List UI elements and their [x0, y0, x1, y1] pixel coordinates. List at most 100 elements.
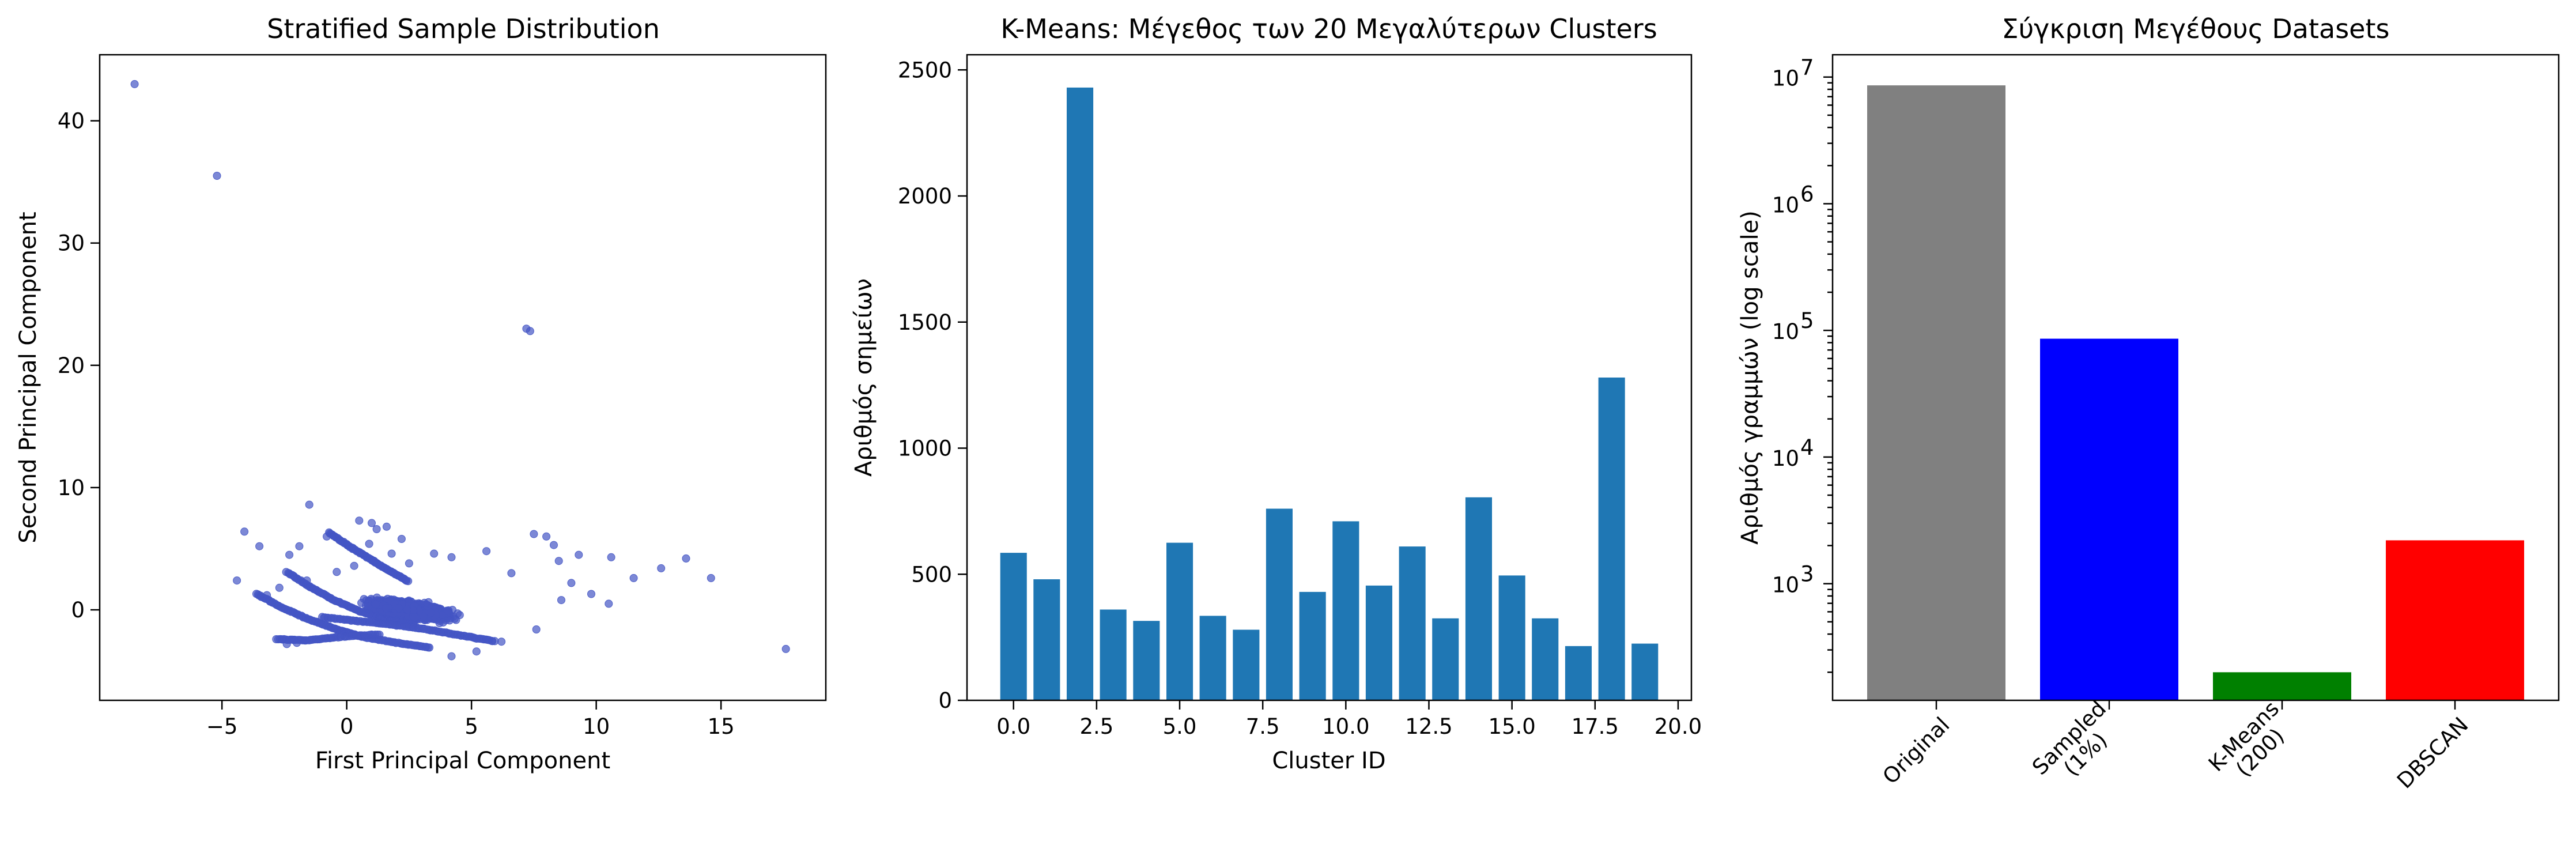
kmeans-bar	[1432, 618, 1459, 700]
dataset-size-y-axis-label: Αριθμός γραμμών (log scale)	[1737, 210, 1763, 545]
kmeans-bar	[1033, 579, 1060, 700]
scatter-point	[285, 550, 294, 559]
dataset-size-y-tick-label: 10	[1772, 319, 1799, 344]
scatter-point	[497, 637, 506, 646]
scatter-point	[405, 559, 413, 568]
scatter-point	[372, 525, 381, 533]
kmeans-bar	[1498, 575, 1525, 700]
scatter-y-tick-label: 30	[58, 231, 85, 256]
dataset-size-bar	[2040, 338, 2178, 700]
dataset-size-bar	[1867, 85, 2005, 701]
scatter-x-tick-label: 15	[708, 714, 735, 739]
dataset-size-plot-area	[1867, 85, 2524, 701]
scatter-point	[507, 569, 516, 578]
scatter-point	[240, 527, 249, 536]
dataset-size-y-tick-exponent: 7	[1800, 55, 1814, 80]
scatter-point	[542, 532, 551, 541]
scatter-point	[395, 603, 403, 612]
kmeans-bar	[1166, 542, 1193, 700]
kmeans-bar	[1332, 521, 1359, 700]
kmeans-bar	[1532, 618, 1559, 700]
scatter-x-axis-label: First Principal Component	[315, 748, 610, 774]
dataset-size-title: Σύγκριση Μεγέθους Datasets	[2002, 13, 2390, 44]
scatter-x-tick-label: 0	[340, 714, 354, 739]
scatter-point	[382, 603, 390, 612]
kmeans-x-tick-label: 20.0	[1655, 714, 1702, 739]
scatter-point	[557, 596, 565, 605]
scatter-point	[387, 549, 396, 558]
scatter-title: Stratified Sample Distribution	[267, 13, 660, 44]
dataset-size-y-tick-exponent: 3	[1800, 562, 1814, 587]
kmeans-bar	[1067, 87, 1094, 700]
scatter-point	[365, 540, 373, 548]
kmeans-x-tick-label: 5.0	[1163, 714, 1197, 739]
scatter-x-tick-label: −5	[206, 714, 238, 739]
scatter-point	[293, 639, 301, 647]
dataset-size-bar	[2386, 540, 2524, 700]
scatter-point	[213, 172, 221, 180]
kmeans-bar	[1465, 497, 1492, 700]
scatter-point	[404, 577, 413, 586]
scatter-point	[303, 576, 311, 585]
scatter-point	[426, 608, 435, 617]
scatter-point	[567, 579, 576, 587]
kmeans-x-tick-label: 0.0	[996, 714, 1030, 739]
scatter-point	[305, 500, 313, 509]
scatter-point	[382, 522, 391, 531]
scatter-point	[370, 557, 379, 565]
scatter-point	[575, 550, 583, 559]
scatter-point	[333, 568, 341, 576]
kmeans-y-tick-label: 1500	[898, 310, 952, 335]
scatter-point	[587, 590, 595, 598]
dataset-size-y-tick-exponent: 4	[1800, 435, 1814, 460]
scatter-point	[657, 564, 666, 572]
scatter-point	[550, 541, 558, 549]
kmeans-x-tick-label: 12.5	[1405, 714, 1452, 739]
kmeans-x-tick-label: 10.0	[1322, 714, 1369, 739]
scatter-point	[447, 553, 456, 561]
kmeans-x-axis-label: Cluster ID	[1272, 748, 1385, 774]
scatter-point	[130, 80, 139, 88]
kmeans-y-tick-label: 1000	[898, 436, 952, 461]
scatter-point	[368, 519, 376, 527]
scatter-point	[255, 542, 264, 550]
dataset-size-panel: Σύγκριση Μεγέθους Datasets Original Sampl…	[1737, 13, 2560, 793]
kmeans-y-tick-label: 0	[938, 688, 952, 713]
kmeans-x-tick-label: 17.5	[1572, 714, 1619, 739]
scatter-point	[295, 542, 304, 550]
kmeans-y-axis-label: Αριθμός σημείων	[851, 278, 877, 477]
scatter-point	[439, 618, 447, 627]
kmeans-bar	[1199, 616, 1226, 700]
kmeans-bar	[1266, 508, 1293, 700]
scatter-point	[482, 547, 491, 556]
scatter-point	[323, 532, 331, 541]
scatter-point	[607, 553, 615, 561]
dataset-size-bar	[2213, 672, 2351, 700]
scatter-point	[629, 574, 638, 582]
kmeans-bar	[1000, 553, 1027, 700]
scatter-y-tick-label: 40	[58, 109, 85, 134]
scatter-point	[355, 516, 364, 525]
scatter-ticks: −5 0 5 10 15 0 10 20 30 40	[58, 109, 735, 739]
kmeans-y-tick-label: 2500	[898, 58, 952, 82]
kmeans-bar	[1233, 629, 1260, 700]
scatter-panel: Stratified Sample Distribution −5 0 5 10 15 0…	[15, 13, 827, 774]
scatter-point	[526, 327, 534, 335]
kmeans-bar	[1631, 643, 1659, 700]
kmeans-x-tick-label: 15.0	[1488, 714, 1535, 739]
kmeans-bar	[1100, 609, 1127, 700]
kmeans-title: K-Means: Μέγεθος των 20 Μεγαλύτερων Clus…	[1000, 13, 1657, 44]
scatter-point	[233, 576, 241, 585]
dataset-size-y-tick-exponent: 6	[1800, 182, 1814, 206]
scatter-point	[530, 530, 538, 538]
kmeans-ticks: 0.0 2.5 5.0 7.5 10.0 12.5 15.0 17.5 20.0 0 500 1000…	[898, 58, 1702, 739]
dataset-size-y-tick-label: 10	[1772, 573, 1799, 598]
scatter-point	[371, 600, 380, 609]
scatter-y-tick-label: 0	[71, 598, 85, 623]
dataset-size-frame	[1831, 54, 2560, 701]
scatter-point	[447, 652, 456, 661]
scatter-plot-area	[130, 80, 790, 661]
scatter-frame	[99, 54, 827, 701]
scatter-x-tick-label: 5	[464, 714, 478, 739]
